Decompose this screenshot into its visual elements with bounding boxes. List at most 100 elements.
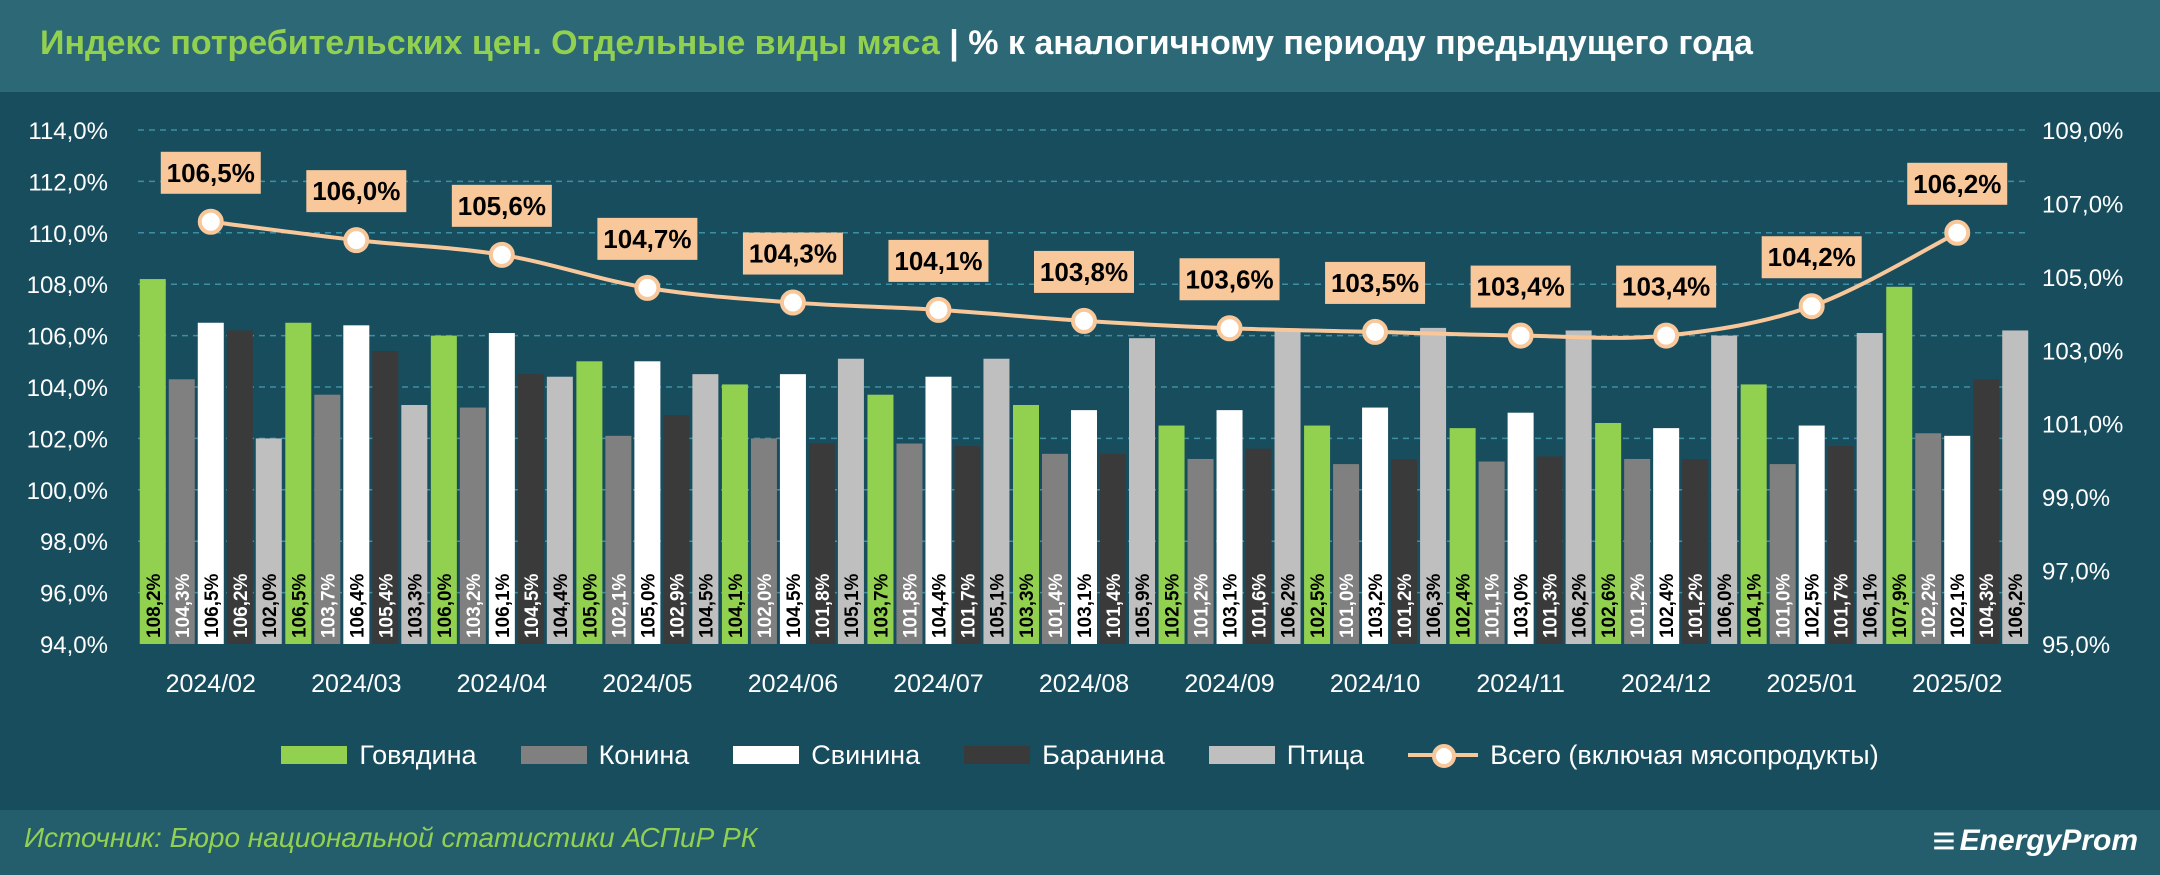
bar-beef	[1595, 422, 1622, 644]
bar-value-label-poultry: 104,4%	[551, 573, 572, 638]
bar-mutton	[954, 446, 981, 644]
x-axis-category-label: 2024/02	[166, 670, 256, 698]
bar-poultry	[1420, 327, 1447, 644]
bar-beef	[1304, 425, 1331, 644]
total-data-label: 103,4%	[1622, 272, 1710, 302]
total-line-point	[197, 208, 224, 235]
bar-value-label-horse: 103,2%	[464, 573, 485, 638]
bar-value-label-poultry: 103,3%	[405, 573, 426, 638]
total-data-label-box	[306, 170, 407, 213]
right-axis-tick-label: 109,0%	[2042, 118, 2123, 145]
x-axis-category-label: 2025/01	[1767, 670, 1857, 698]
bar-value-label-mutton: 101,7%	[1832, 573, 1853, 638]
total-data-label-box	[888, 239, 989, 282]
bar-value-label-pork: 106,4%	[347, 573, 368, 638]
bar-value-label-poultry: 105,9%	[1133, 573, 1154, 638]
x-axis-category-label: 2024/05	[602, 670, 692, 698]
bar-mutton	[1536, 456, 1563, 644]
bar-value-label-beef: 103,3%	[1017, 573, 1038, 638]
bar-value-label-horse: 102,1%	[609, 573, 630, 638]
bar-mutton	[808, 443, 835, 644]
bar-pork	[634, 361, 661, 644]
footer-bar	[0, 810, 2160, 875]
bar-value-label-mutton: 101,8%	[813, 573, 834, 638]
right-axis-tick-label: 99,0%	[2042, 485, 2110, 512]
total-line-point	[488, 241, 515, 268]
x-axis-category-label: 2024/12	[1621, 670, 1711, 698]
total-data-label: 104,1%	[894, 246, 982, 276]
chart-title: Индекс потребительских цен. Отдельные ви…	[40, 24, 1753, 63]
total-data-label: 104,3%	[749, 239, 837, 269]
bar-beef	[576, 361, 603, 644]
x-axis-category-label: 2024/07	[893, 670, 983, 698]
bar-horse	[1915, 433, 1942, 644]
bar-value-label-beef: 102,5%	[1163, 573, 1184, 638]
bar-value-label-mutton: 104,5%	[522, 573, 543, 638]
x-axis-category-label: 2024/03	[311, 670, 401, 698]
total-line-point	[779, 289, 806, 316]
bar-value-label-poultry: 105,1%	[842, 573, 863, 638]
legend-swatch-pork	[733, 746, 800, 764]
total-data-label-box	[1907, 162, 2008, 205]
left-axis-tick-label: 112,0%	[28, 169, 108, 196]
x-axis-category-label: 2024/06	[748, 670, 838, 698]
bar-horse	[168, 379, 195, 644]
legend-label-mutton: Баранина	[1042, 739, 1165, 770]
bar-pork	[343, 325, 370, 644]
right-axis-tick-label: 97,0%	[2042, 559, 2110, 586]
bar-pork	[779, 374, 806, 644]
bar-value-label-horse: 104,3%	[173, 573, 194, 638]
chart-title-main: Индекс потребительских цен. Отдельные ви…	[40, 24, 940, 62]
chart-title-separator: |	[939, 24, 969, 62]
total-line-point	[1216, 315, 1243, 342]
bar-value-label-beef: 105,0%	[580, 573, 601, 638]
total-data-label-box	[1616, 265, 1717, 308]
bar-pork	[488, 333, 515, 644]
legend-item-beef: Говядина	[281, 739, 477, 771]
bar-value-label-mutton: 101,6%	[1250, 573, 1271, 638]
x-axis-category-label: 2024/11	[1476, 670, 1565, 698]
total-line-point	[1653, 322, 1680, 349]
bar-value-label-mutton: 101,3%	[1541, 573, 1562, 638]
bar-pork	[1216, 410, 1243, 644]
bar-poultry	[1711, 335, 1738, 644]
bar-value-label-mutton: 101,7%	[958, 573, 979, 638]
total-data-label-box	[1470, 265, 1571, 308]
bar-value-label-horse: 101,2%	[1192, 573, 1213, 638]
right-axis-tick-label: 103,0%	[2042, 338, 2123, 365]
chart-svg: 94,0% 96,0% 98,0% 100,0% 102,0% 104,0% 106,0% 1…	[27, 118, 2124, 698]
total-line-point	[1507, 322, 1534, 349]
brand-logo: ≡ EnergyProm	[1932, 816, 2138, 866]
bar-value-label-mutton: 101,2%	[1686, 573, 1707, 638]
bar-value-label-mutton: 105,4%	[376, 573, 397, 638]
total-data-label: 104,7%	[603, 224, 691, 254]
bar-value-label-poultry: 102,0%	[260, 573, 281, 638]
bar-value-label-horse: 101,0%	[1774, 573, 1795, 638]
bar-value-label-beef: 102,4%	[1454, 573, 1475, 638]
total-data-label-box	[1761, 236, 1862, 279]
x-axis-category-label: 2024/04	[457, 670, 547, 698]
bar-value-label-pork: 103,2%	[1366, 573, 1387, 638]
bar-poultry	[837, 358, 864, 644]
bar-poultry	[546, 376, 573, 644]
energyprom-logo-icon: ≡	[1932, 818, 1956, 863]
total-data-label: 103,4%	[1477, 272, 1565, 302]
bar-value-label-beef: 104,1%	[726, 573, 747, 638]
bar-mutton	[1391, 458, 1418, 644]
bar-beef	[1886, 286, 1913, 644]
bar-value-label-beef: 102,5%	[1308, 573, 1329, 638]
right-axis-tick-label: 105,0%	[2042, 265, 2123, 292]
legend-swatch-mutton	[964, 746, 1031, 764]
x-axis-category-label: 2024/08	[1039, 670, 1129, 698]
bar-horse	[314, 394, 341, 644]
legend-swatch-beef	[281, 746, 348, 764]
bar-horse	[1624, 458, 1651, 644]
bar-value-label-poultry: 106,2%	[1570, 573, 1591, 638]
bar-value-label-pork: 104,5%	[784, 573, 805, 638]
bar-value-label-pork: 103,0%	[1512, 573, 1533, 638]
left-axis-tick-label: 106,0%	[27, 324, 108, 351]
legend-label-beef: Говядина	[359, 739, 477, 770]
bar-value-label-mutton: 101,2%	[1395, 573, 1416, 638]
legend-label-pork: Свинина	[811, 739, 921, 770]
bar-value-label-horse: 102,2%	[1919, 573, 1940, 638]
